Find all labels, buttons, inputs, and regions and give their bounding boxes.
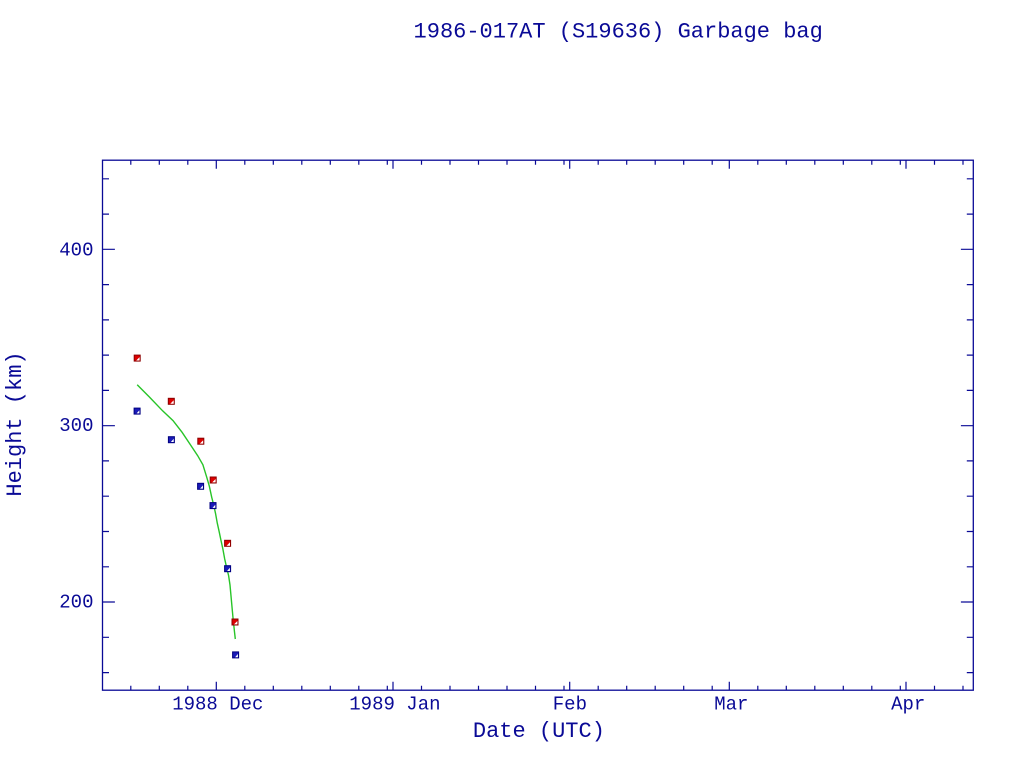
svg-text:Date (UTC): Date (UTC)	[473, 719, 605, 744]
svg-text:Height (km): Height (km)	[3, 351, 28, 496]
svg-text:200: 200	[59, 592, 93, 614]
svg-text:1989 Jan: 1989 Jan	[349, 694, 440, 716]
svg-text:1988 Dec: 1988 Dec	[172, 694, 263, 716]
svg-text:1986-017AT (S19636) Garbage ba: 1986-017AT (S19636) Garbage bag	[414, 19, 823, 44]
svg-text:Mar: Mar	[714, 694, 748, 716]
svg-text:Apr: Apr	[891, 694, 925, 716]
svg-text:400: 400	[59, 239, 93, 261]
svg-text:300: 300	[59, 415, 93, 437]
svg-text:Feb: Feb	[553, 694, 587, 716]
